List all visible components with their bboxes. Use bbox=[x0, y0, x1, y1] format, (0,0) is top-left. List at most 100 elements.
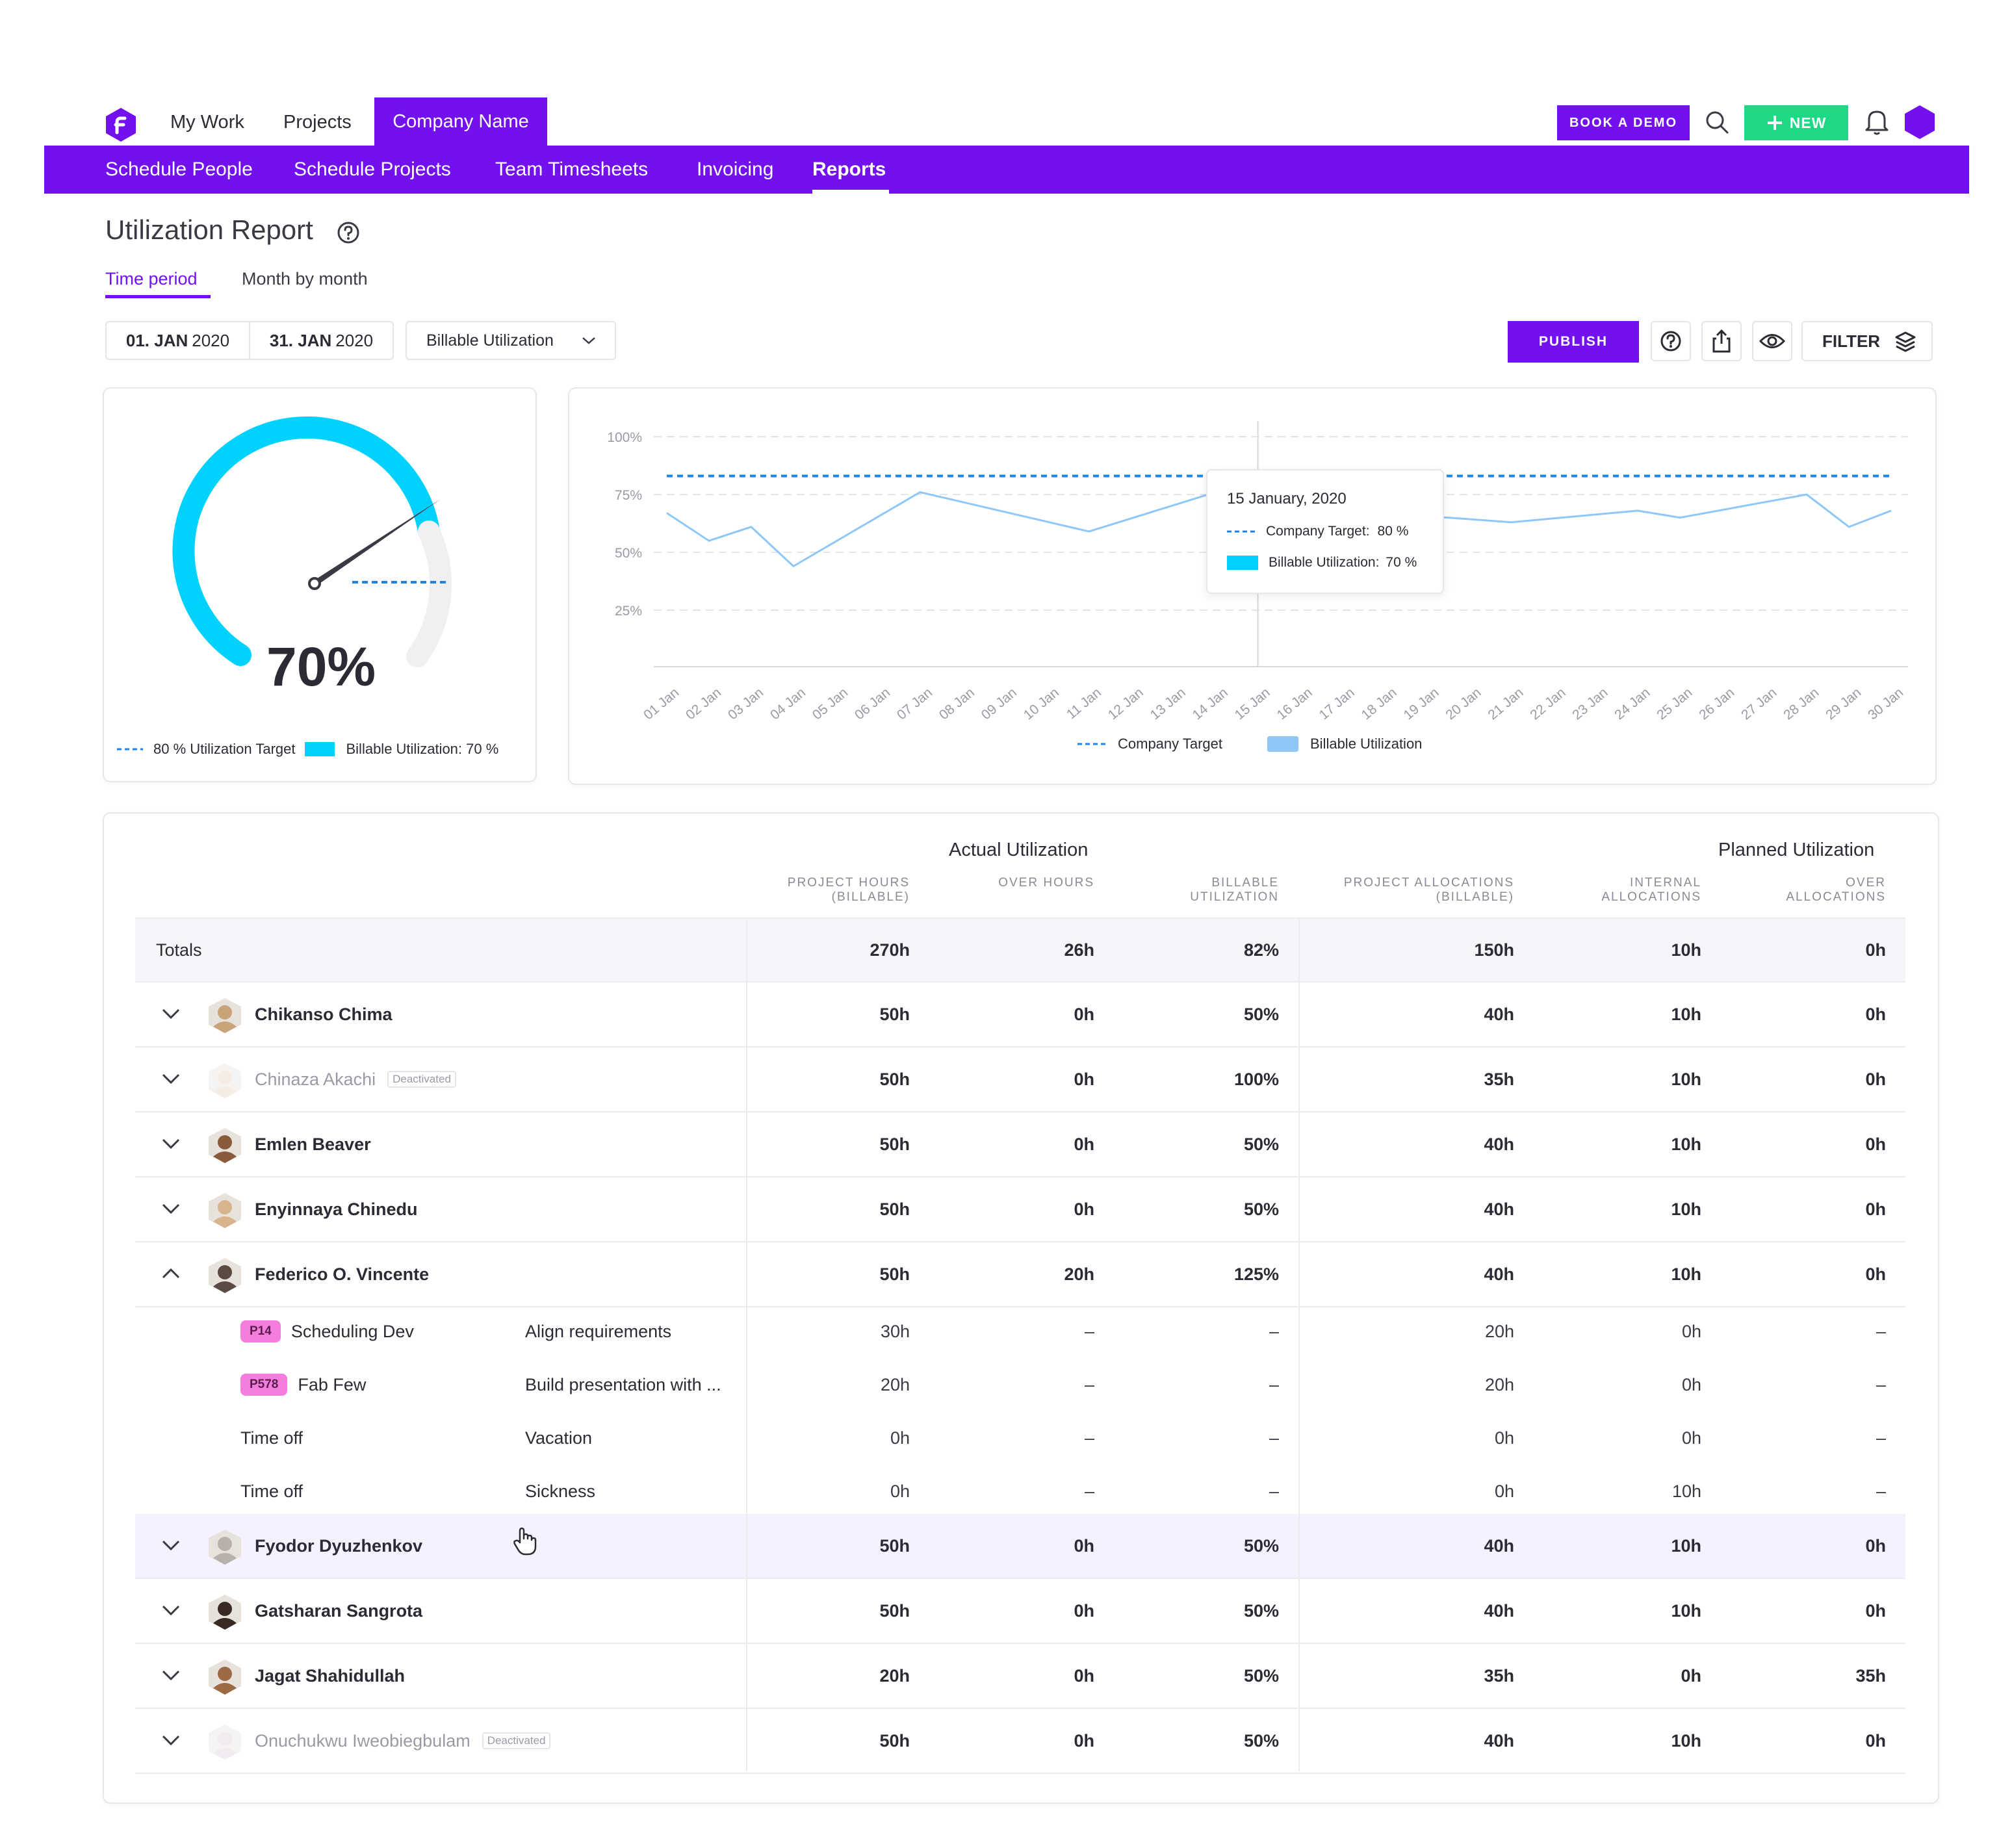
person-value-cell: 0h bbox=[1074, 1600, 1094, 1621]
subnav-team-timesheets[interactable]: Team Timesheets bbox=[495, 159, 649, 180]
nav-projects[interactable]: Projects bbox=[283, 112, 352, 133]
subnav-reports[interactable]: Reports bbox=[812, 159, 886, 180]
table-row[interactable]: Onuchukwu Iweobiegbulam Deactivated 50h 0h 5… bbox=[135, 1709, 1905, 1774]
chevron-down-icon bbox=[582, 337, 595, 344]
date-range-picker[interactable]: 01. JAN 2020 31. JAN 2020 bbox=[105, 321, 394, 360]
subnav-schedule-people[interactable]: Schedule People bbox=[105, 159, 253, 180]
person-value-cell: 0h bbox=[1074, 1730, 1094, 1751]
subnav-invoicing[interactable]: Invoicing bbox=[697, 159, 774, 180]
person-value-cell: 10h bbox=[1671, 1535, 1701, 1556]
person-name[interactable]: Fyodor Dyuzhenkov bbox=[255, 1535, 423, 1556]
sub-row[interactable]: Time off Sickness 0h – – 0h 10h – bbox=[135, 1465, 1905, 1518]
search-icon[interactable] bbox=[1703, 108, 1731, 136]
table-row[interactable]: Federico O. Vincente 50h 20h 125% 40h 10h 0h bbox=[135, 1242, 1905, 1307]
deactivated-badge: Deactivated bbox=[482, 1732, 551, 1749]
help-button[interactable] bbox=[1651, 321, 1691, 361]
x-tick-label: 11 Jan bbox=[1064, 685, 1104, 722]
x-tick-label: 01 Jan bbox=[641, 685, 682, 723]
person-name[interactable]: Jagat Shahidullah bbox=[255, 1665, 406, 1686]
person-value-cell: 0h bbox=[1074, 1004, 1094, 1024]
person-name-cell: Chikanso Chima bbox=[255, 982, 393, 1046]
table-row[interactable]: Fyodor Dyuzhenkov 50h 0h 50% 40h 10h 0h bbox=[135, 1514, 1905, 1579]
person-value-cell: 35h bbox=[1855, 1665, 1886, 1686]
project-name: Fab Few bbox=[298, 1374, 367, 1394]
x-tick-label: 12 Jan bbox=[1105, 685, 1146, 723]
sub-value-cell: – bbox=[1269, 1481, 1279, 1501]
person-name[interactable]: Gatsharan Sangrota bbox=[255, 1600, 423, 1621]
chevron-down-icon[interactable] bbox=[161, 1006, 181, 1021]
nav-company-name[interactable]: Company Name bbox=[374, 97, 547, 146]
x-tick-label: 22 Jan bbox=[1527, 685, 1568, 723]
sub-row[interactable]: Time off Vacation 0h – – 0h 0h – bbox=[135, 1411, 1905, 1465]
help-icon[interactable] bbox=[337, 221, 360, 244]
person-value-cell: 50h bbox=[879, 1600, 910, 1621]
table-row[interactable]: Gatsharan Sangrota 50h 0h 50% 40h 10h 0h bbox=[135, 1579, 1905, 1644]
table-row[interactable]: Enyinnaya Chinedu 50h 0h 50% 40h 10h 0h bbox=[135, 1177, 1905, 1242]
chevron-down-icon[interactable] bbox=[161, 1201, 181, 1216]
share-button[interactable] bbox=[1701, 321, 1742, 361]
tooltip-billable-swatch bbox=[1227, 556, 1258, 570]
subnav-schedule-projects[interactable]: Schedule Projects bbox=[294, 159, 451, 180]
group-actual-utilization: Actual Utilization bbox=[949, 840, 1089, 860]
user-avatar-icon[interactable] bbox=[1903, 104, 1937, 140]
nav-my-work[interactable]: My Work bbox=[170, 112, 244, 133]
sub-value-cell: 10h bbox=[1671, 1481, 1701, 1501]
table-row[interactable]: Jagat Shahidullah 20h 0h 50% 35h 0h 35h bbox=[135, 1644, 1905, 1709]
publish-button[interactable]: PUBLISH bbox=[1508, 321, 1639, 363]
tooltip-title: 15 January, 2020 bbox=[1227, 490, 1347, 507]
tab-month-by-month[interactable]: Month by month bbox=[242, 269, 368, 289]
table-row[interactable]: Chikanso Chima 50h 0h 50% 40h 10h 0h bbox=[135, 982, 1905, 1047]
date-from[interactable]: 01. JAN 2020 bbox=[107, 322, 249, 359]
gauge-needle-pivot bbox=[308, 577, 321, 590]
chevron-down-icon[interactable] bbox=[161, 1071, 181, 1086]
chevron-down-icon[interactable] bbox=[161, 1136, 181, 1151]
person-name[interactable]: Emlen Beaver bbox=[255, 1134, 371, 1154]
date-from-day: 01. JAN bbox=[125, 330, 188, 350]
person-value-cell: 50% bbox=[1243, 1600, 1279, 1621]
new-button[interactable]: NEW bbox=[1744, 105, 1848, 140]
person-name-cell: Gatsharan Sangrota bbox=[255, 1579, 422, 1643]
bell-icon[interactable] bbox=[1863, 107, 1891, 136]
sub-row[interactable]: P14 Scheduling Dev Align requirements 30h – –… bbox=[135, 1305, 1905, 1358]
sub-value-cell: – bbox=[1084, 1321, 1094, 1341]
chart-legend-billable-label: Billable Utilization bbox=[1310, 736, 1423, 752]
person-value-cell: 40h bbox=[1484, 1600, 1514, 1621]
person-value-cell: 50% bbox=[1243, 1665, 1279, 1686]
logo-icon[interactable] bbox=[104, 107, 138, 143]
sub-row[interactable]: P578 Fab Few Build presentation with ... 20… bbox=[135, 1358, 1905, 1411]
line-chart-card: 100% 75% 50% 25% 01 Jan 02 Jan 03 Jan 04 Jan 05 … bbox=[568, 387, 1937, 785]
person-name[interactable]: Enyinnaya Chinedu bbox=[255, 1199, 418, 1219]
chevron-down-icon[interactable] bbox=[161, 1537, 181, 1553]
project-code-badge: P578 bbox=[240, 1374, 288, 1396]
chevron-down-icon[interactable] bbox=[161, 1667, 181, 1683]
totals-value-cell: 0h bbox=[1865, 940, 1886, 960]
column-divider bbox=[746, 918, 747, 1771]
filter-button[interactable]: FILTER bbox=[1801, 321, 1933, 361]
book-demo-button[interactable]: BOOK A DEMO bbox=[1557, 105, 1690, 140]
chevron-down-icon[interactable] bbox=[161, 1602, 181, 1618]
chart-legend-target-label: Company Target bbox=[1118, 736, 1223, 752]
tab-time-period[interactable]: Time period bbox=[105, 269, 198, 289]
person-value-cell: 50h bbox=[879, 1004, 910, 1024]
gauge-legend-billable: Billable Utilization: 70 % bbox=[346, 741, 499, 757]
table-row[interactable]: Emlen Beaver 50h 0h 50% 40h 10h 0h bbox=[135, 1112, 1905, 1177]
preview-button[interactable] bbox=[1752, 321, 1792, 361]
x-tick-label: 08 Jan bbox=[936, 685, 977, 723]
task-name: Align requirements bbox=[525, 1321, 672, 1341]
person-value-cell: 0h bbox=[1865, 1535, 1886, 1556]
person-name[interactable]: Onuchukwu Iweobiegbulam bbox=[255, 1730, 471, 1751]
person-name[interactable]: Federico O. Vincente bbox=[255, 1264, 430, 1284]
person-name[interactable]: Chinaza Akachi bbox=[255, 1069, 376, 1089]
person-name-cell: Emlen Beaver bbox=[255, 1112, 371, 1176]
person-name[interactable]: Chikanso Chima bbox=[255, 1004, 393, 1024]
gauge-chart bbox=[172, 416, 452, 667]
metric-select[interactable]: Billable Utilization bbox=[406, 321, 616, 360]
table-row[interactable]: Chinaza Akachi Deactivated 50h 0h 100% 35h 10h… bbox=[135, 1047, 1905, 1112]
totals-value-cell: 270h bbox=[870, 940, 910, 960]
sub-value-cell: 0h bbox=[1681, 1321, 1701, 1341]
person-value-cell: 0h bbox=[1865, 1730, 1886, 1751]
chevron-down-icon[interactable] bbox=[161, 1732, 181, 1748]
sub-value-cell: – bbox=[1876, 1428, 1886, 1448]
chevron-up-icon[interactable] bbox=[161, 1266, 181, 1281]
date-to[interactable]: 31. JAN 2020 bbox=[249, 322, 393, 359]
